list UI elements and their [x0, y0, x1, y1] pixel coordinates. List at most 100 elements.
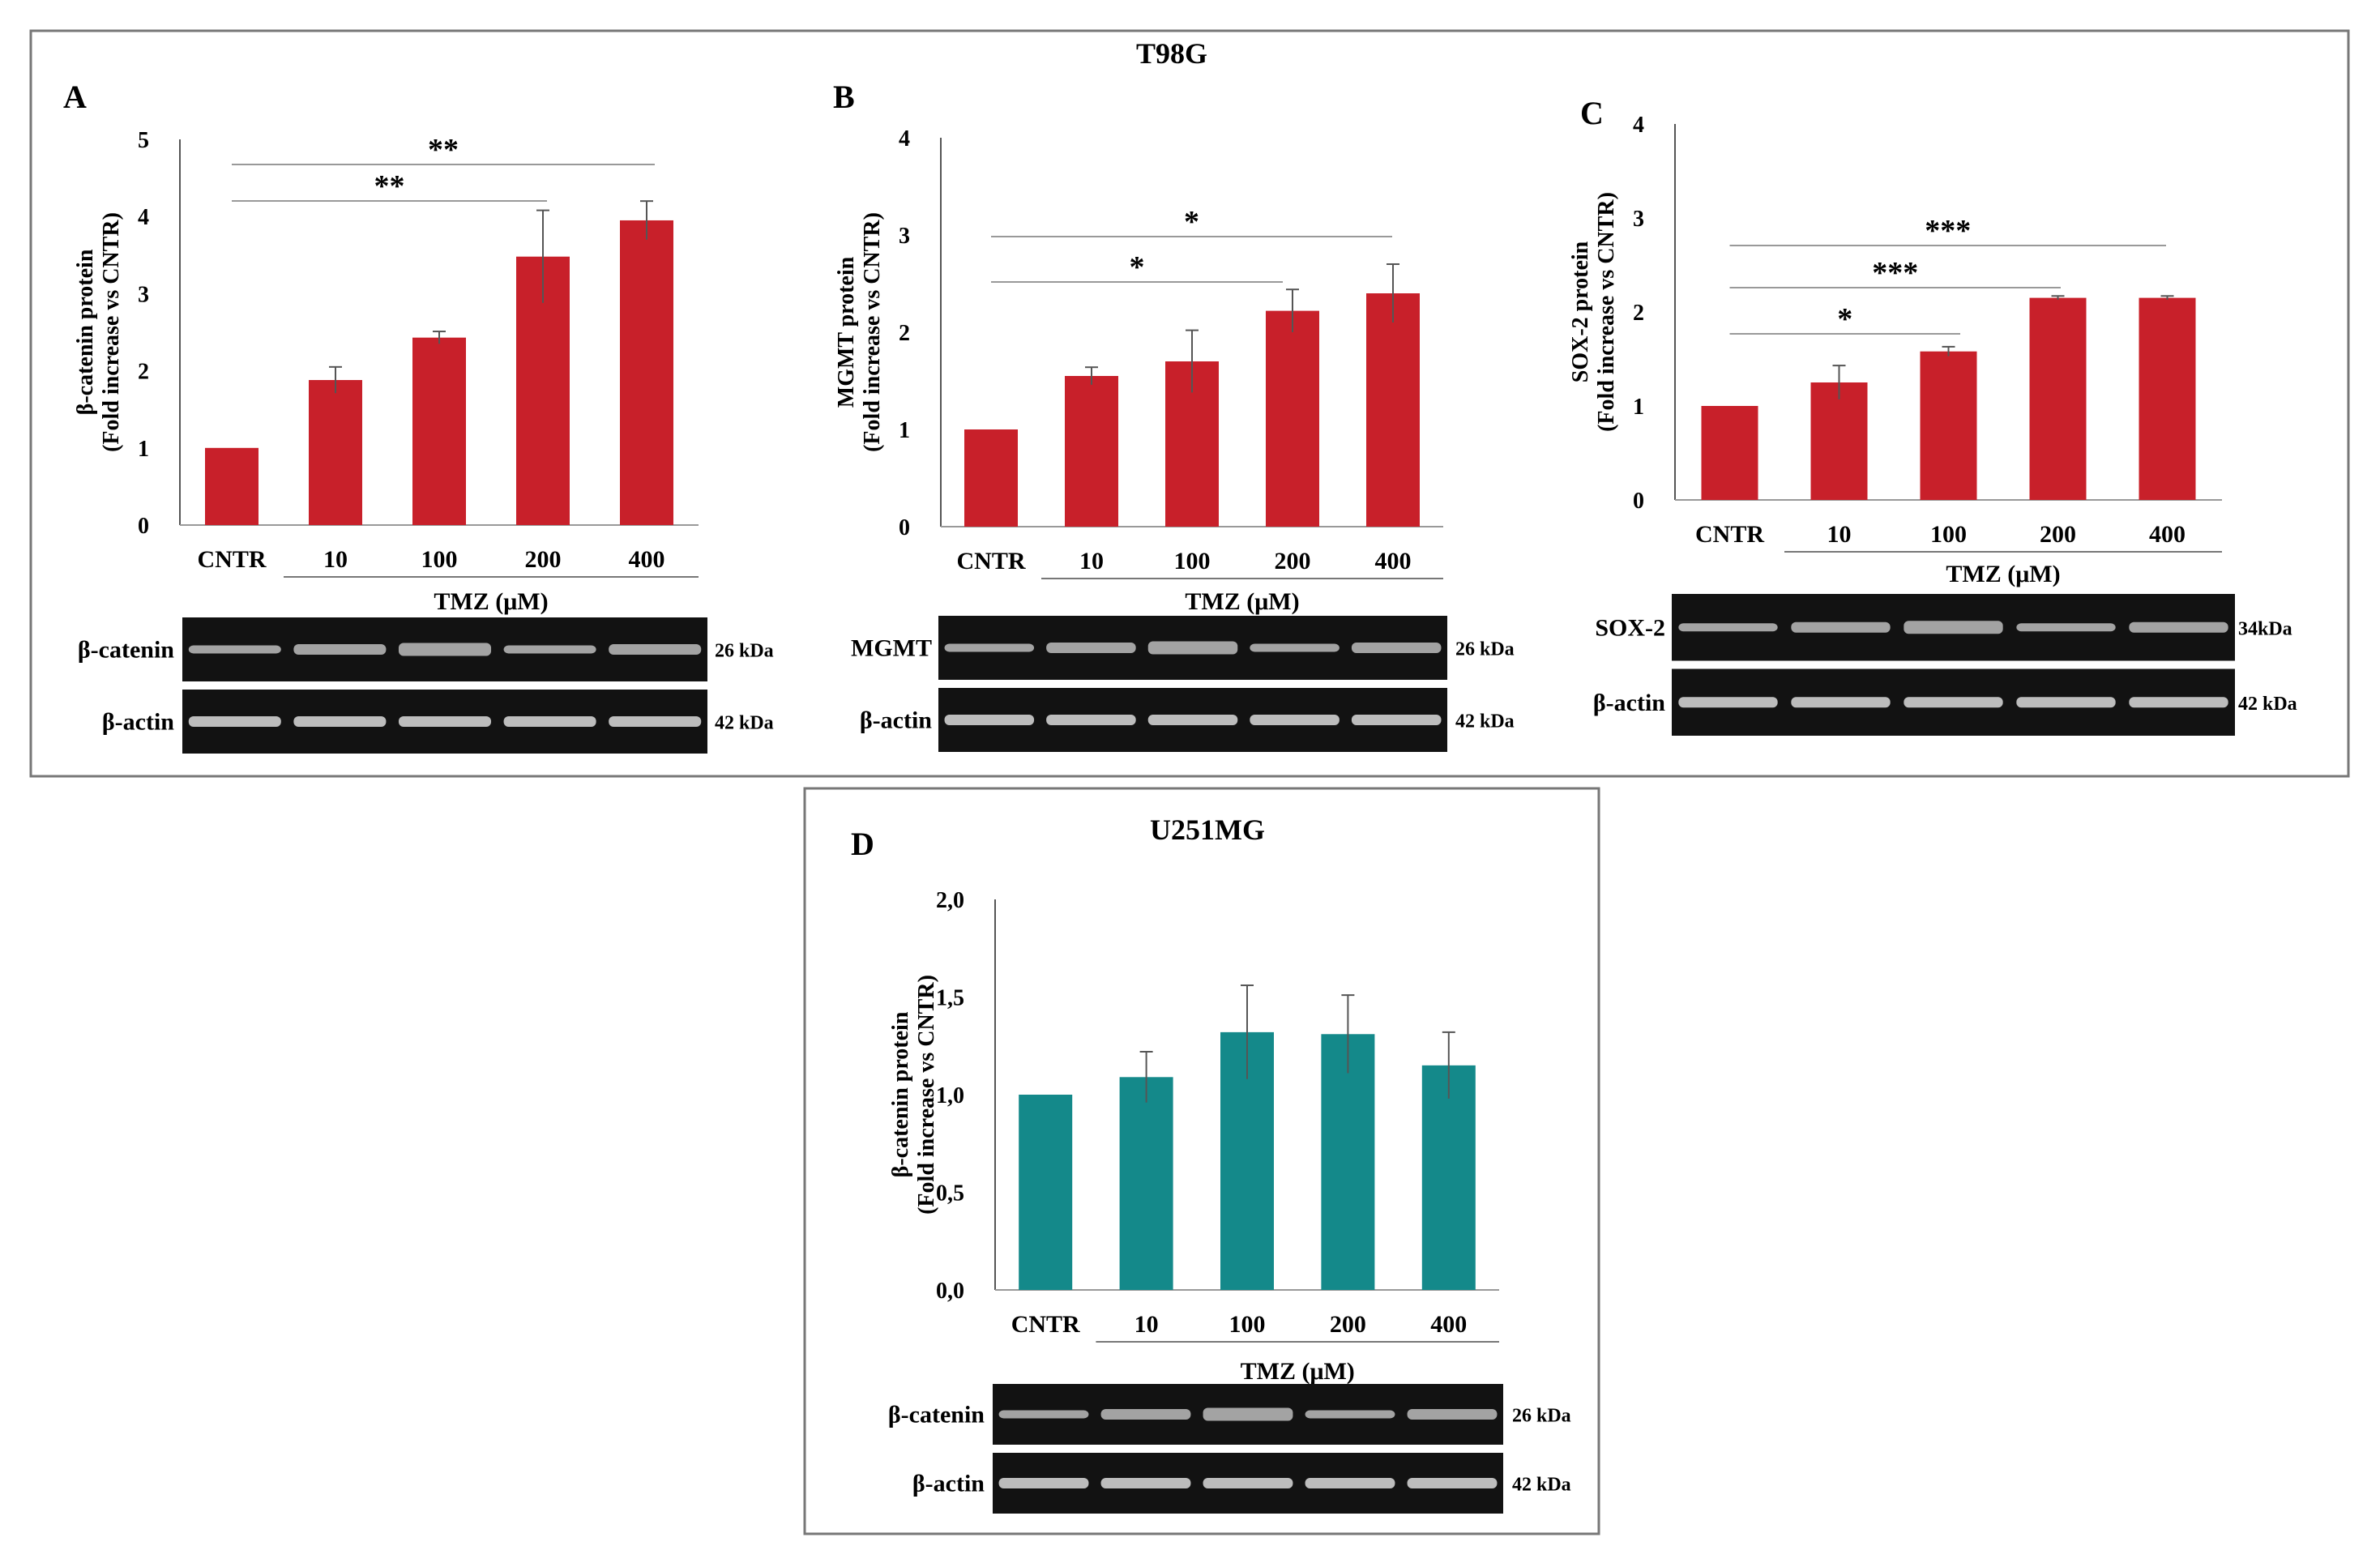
x-tick-label: CNTR [1695, 521, 1764, 548]
u251mg-title: U251MG [1150, 814, 1265, 846]
blot-band [293, 644, 387, 655]
blot-protein-label: MGMT [851, 635, 932, 662]
blot-band [1678, 697, 1778, 708]
blot-band [1147, 641, 1238, 655]
y-tick-label: 1 [1633, 395, 1644, 420]
significance-label: ** [428, 133, 459, 167]
panel-letter: C [1580, 95, 1604, 131]
blot-band [1678, 623, 1778, 632]
bar-400 [1366, 293, 1420, 527]
blot-band [1791, 697, 1891, 708]
bar-cntr [1019, 1095, 1073, 1290]
significance-label: *** [1872, 256, 1918, 290]
blot-band [293, 716, 387, 727]
blot-protein-label: β-actin [102, 709, 174, 736]
x-tick-label: 200 [525, 546, 562, 573]
western-blot-strip [938, 616, 1447, 680]
panel-letter: A [63, 79, 87, 115]
western-blot-strip [1672, 668, 2235, 736]
y-tick-label: 2 [899, 321, 910, 346]
blot-protein-label: β-catenin [888, 1402, 985, 1428]
bar-10 [309, 380, 362, 525]
blot-band [1407, 1478, 1498, 1488]
bar-10 [1810, 382, 1868, 500]
x-tick-label: 400 [629, 546, 665, 573]
western-blot-strip [182, 617, 707, 681]
bar-200 [1321, 1034, 1375, 1290]
y-axis-title: MGMT protein [834, 256, 859, 408]
y-axis-title: SOX-2 protein [1568, 241, 1593, 382]
y-tick-label: 3 [899, 224, 910, 249]
bar-400 [1421, 1065, 1476, 1290]
x-tick-label: 200 [2040, 521, 2076, 548]
blot-band [398, 643, 492, 656]
blot-band [2016, 623, 2116, 632]
y-axis-subtitle: (Fold increase vs CNTR) [914, 975, 939, 1215]
y-axis-subtitle: (Fold increase vs CNTR) [860, 212, 885, 452]
x-tick-label: 100 [421, 546, 458, 573]
x-tick-label: 10 [1079, 548, 1104, 574]
blot-band [609, 716, 702, 727]
x-tick-label: 200 [1330, 1311, 1366, 1338]
bar-cntr [964, 429, 1018, 527]
blot-size-label: 26 kDa [715, 641, 774, 662]
blot-band [503, 716, 596, 727]
y-tick-label: 3 [138, 282, 149, 307]
y-tick-label: 0 [1633, 489, 1644, 514]
blot-band [1203, 1478, 1293, 1488]
y-tick-label: 4 [138, 205, 149, 230]
x-tick-label: 100 [1930, 521, 1967, 548]
x-axis-title: TMZ (μM) [1946, 561, 2060, 587]
y-tick-label: 1 [899, 418, 910, 443]
blot-band [998, 1478, 1089, 1488]
significance-label: ** [374, 169, 405, 203]
panel-a: A 0 1 2 3 4 5 β-catenin protein (Fold increase v… [63, 79, 774, 754]
blot-band [1305, 1478, 1395, 1488]
western-blot-strip [1672, 594, 2235, 661]
x-tick-label: 200 [1275, 548, 1311, 574]
t98g-frame [29, 29, 2350, 778]
x-tick-label: CNTR [1011, 1311, 1080, 1338]
blot-band [944, 715, 1035, 725]
bar-100 [1920, 351, 1977, 500]
y-tick-label: 1,5 [936, 986, 964, 1011]
blot-band [188, 716, 281, 727]
blot-band [188, 645, 281, 654]
u251mg-frame [803, 787, 1600, 1535]
panel-d: D 0,0 0,5 1,0 1,5 2,0 β-catenin protein (Fold i… [851, 826, 1571, 1514]
x-tick-label: 100 [1229, 1311, 1266, 1338]
y-tick-label: 5 [138, 128, 149, 153]
y-axis-title: β-catenin protein [888, 1011, 913, 1177]
blot-size-label: 26 kDa [1512, 1406, 1571, 1427]
significance-label: * [1130, 250, 1145, 284]
blot-band [1046, 643, 1136, 653]
blot-protein-label: β-catenin [78, 637, 174, 664]
t98g-title: T98G [1136, 37, 1207, 70]
western-blot-strip [993, 1453, 1503, 1514]
western-blot-strip [182, 690, 707, 754]
blot-band [1791, 621, 1891, 633]
panel-letter: D [851, 826, 874, 862]
western-blot-strip [993, 1384, 1503, 1445]
blot-size-label: 34kDa [2238, 618, 2292, 639]
blot-band [1100, 1478, 1191, 1488]
blot-band [1046, 715, 1136, 725]
western-blot-strip [938, 688, 1447, 752]
x-tick-label: 400 [1430, 1311, 1467, 1338]
blot-size-label: 42 kDa [2238, 694, 2297, 715]
x-tick-label: 100 [1174, 548, 1211, 574]
y-tick-label: 1,0 [936, 1083, 964, 1108]
significance-label: * [1837, 302, 1852, 336]
y-axis-subtitle: (Fold increase vs CNTR) [99, 212, 124, 452]
bar-200 [1266, 310, 1319, 527]
blot-band [1351, 715, 1442, 725]
x-tick-label: CNTR [197, 546, 266, 573]
blot-band [2129, 697, 2228, 708]
y-tick-label: 2 [138, 360, 149, 385]
x-tick-label: 10 [323, 546, 348, 573]
blot-size-label: 26 kDa [1455, 639, 1515, 660]
blot-band [1351, 643, 1442, 653]
y-axis-title: β-catenin protein [73, 249, 98, 415]
